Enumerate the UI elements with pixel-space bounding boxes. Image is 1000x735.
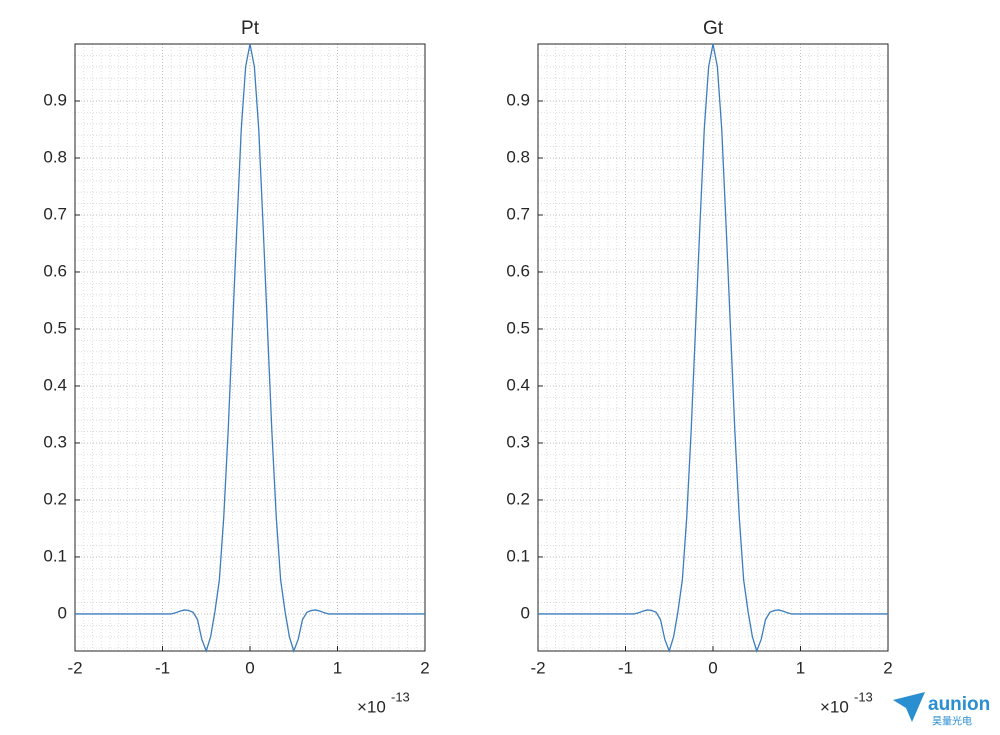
y-tick-label: 0.8 (43, 147, 67, 166)
y-tick-label: 0.1 (506, 546, 530, 565)
chart-title: Gt (703, 18, 724, 39)
x-tick-label: 2 (420, 658, 429, 677)
y-tick-label: 0.6 (43, 261, 67, 280)
y-tick-label: 0.4 (43, 375, 67, 394)
y-tick-label: 0 (521, 603, 530, 622)
x-tick-label: 1 (333, 658, 342, 677)
y-tick-label: 0.7 (506, 204, 530, 223)
y-tick-label: 0.8 (506, 147, 530, 166)
y-tick-label: 0.4 (506, 375, 530, 394)
watermark-subtext: 昊量光电 (932, 715, 972, 728)
subplot: -2 -1 0 1 2 0 0.1 0.2 0.3 0.4 0.5 0.6 0.7 0.8 0.9 Pt ×10… (43, 18, 429, 716)
x-tick-label: -1 (618, 658, 633, 677)
x-tick-label: -1 (155, 658, 170, 677)
chart-title: Pt (241, 18, 260, 39)
y-tick-label: 0.9 (43, 90, 67, 109)
x-multiplier: ×10 (820, 697, 849, 716)
y-tick-label: 0.9 (506, 90, 530, 109)
y-tick-label: 0.7 (43, 204, 67, 223)
x-multiplier: ×10 (357, 697, 386, 716)
x-tick-label: 2 (883, 658, 892, 677)
subplot: -2 -1 0 1 2 0 0.1 0.2 0.3 0.4 0.5 0.6 0.7 0.8 0.9 Gt ×10… (506, 18, 892, 716)
y-tick-label: 0.1 (43, 546, 67, 565)
y-tick-label: 0.3 (43, 432, 67, 451)
y-tick-label: 0.2 (506, 489, 530, 508)
x-tick-label: 0 (245, 658, 254, 677)
line (75, 43, 425, 653)
x-multiplier-exponent: -13 (854, 689, 873, 704)
x-multiplier-exponent: -13 (391, 689, 410, 704)
logo-icon (893, 692, 925, 722)
y-tick-label: 0.2 (43, 489, 67, 508)
x-tick-label: -2 (530, 658, 545, 677)
x-tick-label: 1 (796, 658, 805, 677)
y-tick-label: 0 (58, 603, 67, 622)
y-tick-label: 0.6 (506, 261, 530, 280)
y-tick-label: 0.3 (506, 432, 530, 451)
watermark: aunion 昊量光电 (893, 692, 990, 728)
y-tick-label: 0.5 (506, 318, 530, 337)
x-tick-label: -2 (67, 658, 82, 677)
line (538, 43, 888, 653)
y-tick-label: 0.5 (43, 318, 67, 337)
x-tick-label: 0 (708, 658, 717, 677)
watermark-text: aunion (928, 694, 990, 715)
